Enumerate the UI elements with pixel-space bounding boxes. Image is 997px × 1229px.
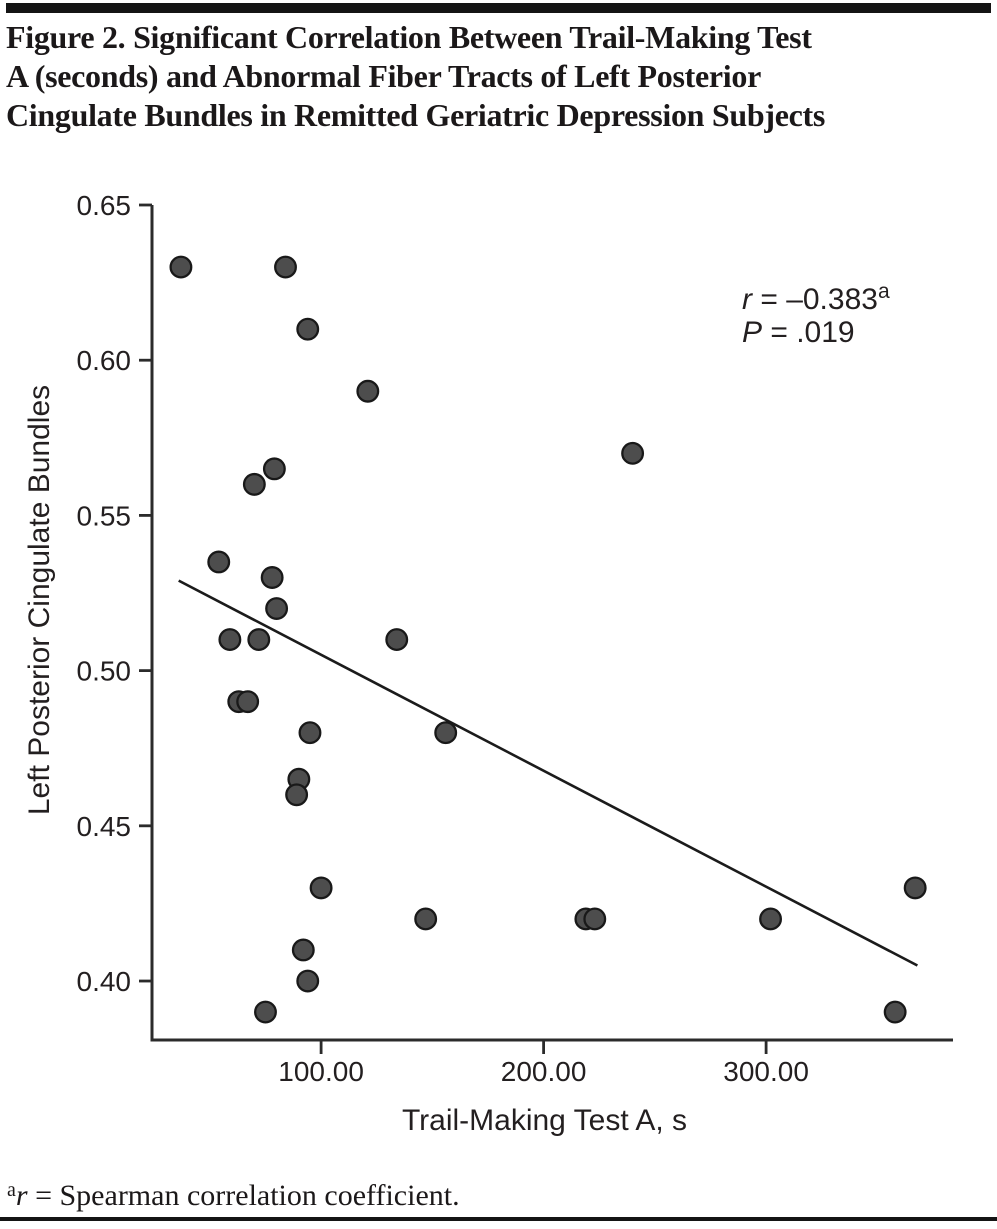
data-point [309, 876, 333, 900]
data-point [434, 721, 458, 745]
data-point [265, 597, 289, 620]
data-point [274, 255, 297, 279]
data-point [285, 783, 309, 807]
footnote-variable: r [15, 1179, 28, 1212]
data-point [262, 457, 286, 481]
footnote-superscript: a [7, 1179, 16, 1201]
y-tick-label: 0.45 [77, 811, 132, 842]
y-axis-title: Left Posterior Cingulate Bundles [23, 385, 56, 815]
data-point [903, 876, 927, 900]
y-tick-label: 0.55 [77, 500, 132, 531]
x-tick-label: 300.00 [723, 1056, 809, 1087]
data-point [356, 379, 380, 403]
data-point [242, 472, 266, 496]
data-point [218, 628, 242, 652]
figure-title-line-3: Cingulate Bundles in Remitted Geriatric … [6, 97, 826, 133]
data-point [414, 907, 438, 931]
figure-title: Figure 2. Significant Correlation Betwee… [6, 18, 825, 135]
x-tick-label: 200.00 [501, 1056, 587, 1087]
data-point [298, 721, 322, 745]
data-point [207, 550, 231, 574]
bottom-rule [0, 1217, 997, 1221]
data-point [621, 441, 645, 465]
x-tick-label: 100.00 [278, 1056, 364, 1087]
data-point [260, 566, 284, 589]
y-tick-label: 0.65 [77, 190, 132, 221]
data-point [296, 969, 320, 993]
data-point [296, 317, 320, 341]
annotation-r-value: r = –0.383a [742, 280, 890, 316]
data-point [247, 628, 271, 652]
trend-line [178, 579, 919, 967]
data-point [759, 907, 783, 931]
footnote: ar = Spearman correlation coefficient. [7, 1179, 460, 1213]
data-point [236, 690, 260, 714]
data-point [385, 628, 409, 652]
figure-title-line-2: A (seconds) and Abnormal Fiber Tracts of… [6, 58, 761, 94]
data-point [254, 1000, 277, 1024]
footnote-text: = Spearman correlation coefficient. [27, 1179, 460, 1212]
data-point [583, 907, 607, 931]
y-tick-label: 0.60 [77, 345, 132, 376]
annotation-p-value: P = .019 [742, 316, 855, 349]
y-tick-label: 0.40 [77, 966, 132, 997]
figure-title-line-1: Figure 2. Significant Correlation Betwee… [6, 19, 812, 55]
data-point [883, 1000, 907, 1024]
data-point [169, 255, 193, 279]
data-point [291, 938, 315, 962]
top-rule [6, 3, 991, 13]
y-tick-label: 0.50 [77, 656, 132, 687]
x-axis-title: Trail-Making Test A, s [402, 1104, 687, 1137]
